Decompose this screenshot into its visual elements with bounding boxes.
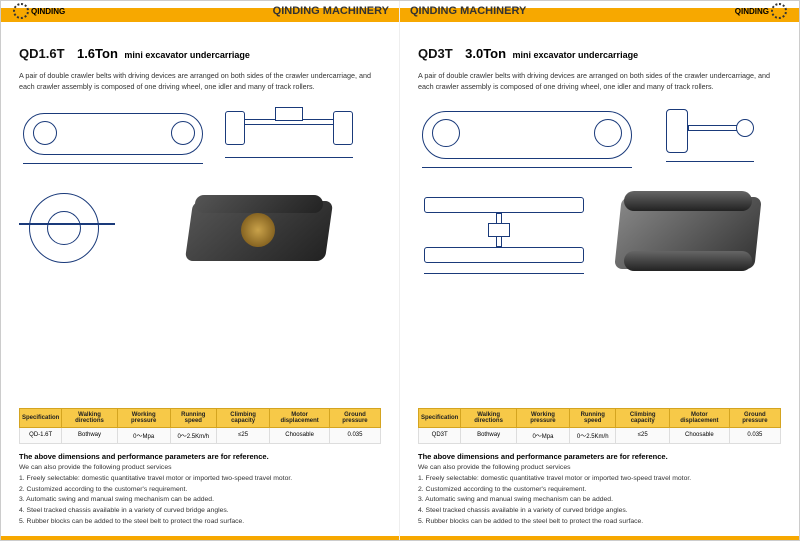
page-left: QINDING QINDING MACHINERY QD1.6T 1.6Ton … xyxy=(1,1,400,540)
spec-table-left: Specification Walking directions Working… xyxy=(19,408,381,444)
technical-drawings-left xyxy=(19,101,381,402)
product-description: A pair of double crawler belts with driv… xyxy=(19,71,381,93)
spec-table-right: Specification Walking directions Working… xyxy=(418,408,781,444)
services-list-left: We can also provide the following produc… xyxy=(19,463,381,528)
header-right: QINDING MACHINERY QINDING xyxy=(400,1,799,29)
company-name: QINDING MACHINERY xyxy=(410,5,526,17)
table-row: QD-1.6T Bothway 0～Mpa 0～2.5Km/h ≤25 Choo… xyxy=(20,427,381,443)
footer-accent xyxy=(1,536,399,540)
reference-note: The above dimensions and performance par… xyxy=(19,452,381,461)
table-header-row: Specification Walking directions Working… xyxy=(20,408,381,427)
table-row: QD3T Bothway 0～Mpa 0～2.5Km/h ≤25 Choosab… xyxy=(419,427,781,443)
gear-icon xyxy=(771,3,787,19)
reference-note: The above dimensions and performance par… xyxy=(418,452,781,461)
technical-drawings-right xyxy=(418,101,781,402)
table-header-row: Specification Walking directions Working… xyxy=(419,408,781,427)
product-description: A pair of double crawler belts with driv… xyxy=(418,71,781,93)
brand-logo: QINDING xyxy=(13,3,65,19)
footer-accent xyxy=(400,536,799,540)
product-title: QD1.6T 1.6Ton mini excavator undercarria… xyxy=(19,45,381,63)
header-left: QINDING QINDING MACHINERY xyxy=(1,1,399,29)
gear-icon xyxy=(13,3,29,19)
services-list-right: We can also provide the following produc… xyxy=(418,463,781,528)
page-right: QINDING MACHINERY QINDING QD3T 3.0Ton mi… xyxy=(400,1,799,540)
brand-logo: QINDING xyxy=(735,3,787,19)
product-title: QD3T 3.0Ton mini excavator undercarriage xyxy=(418,45,781,63)
company-name: QINDING MACHINERY xyxy=(273,5,389,17)
